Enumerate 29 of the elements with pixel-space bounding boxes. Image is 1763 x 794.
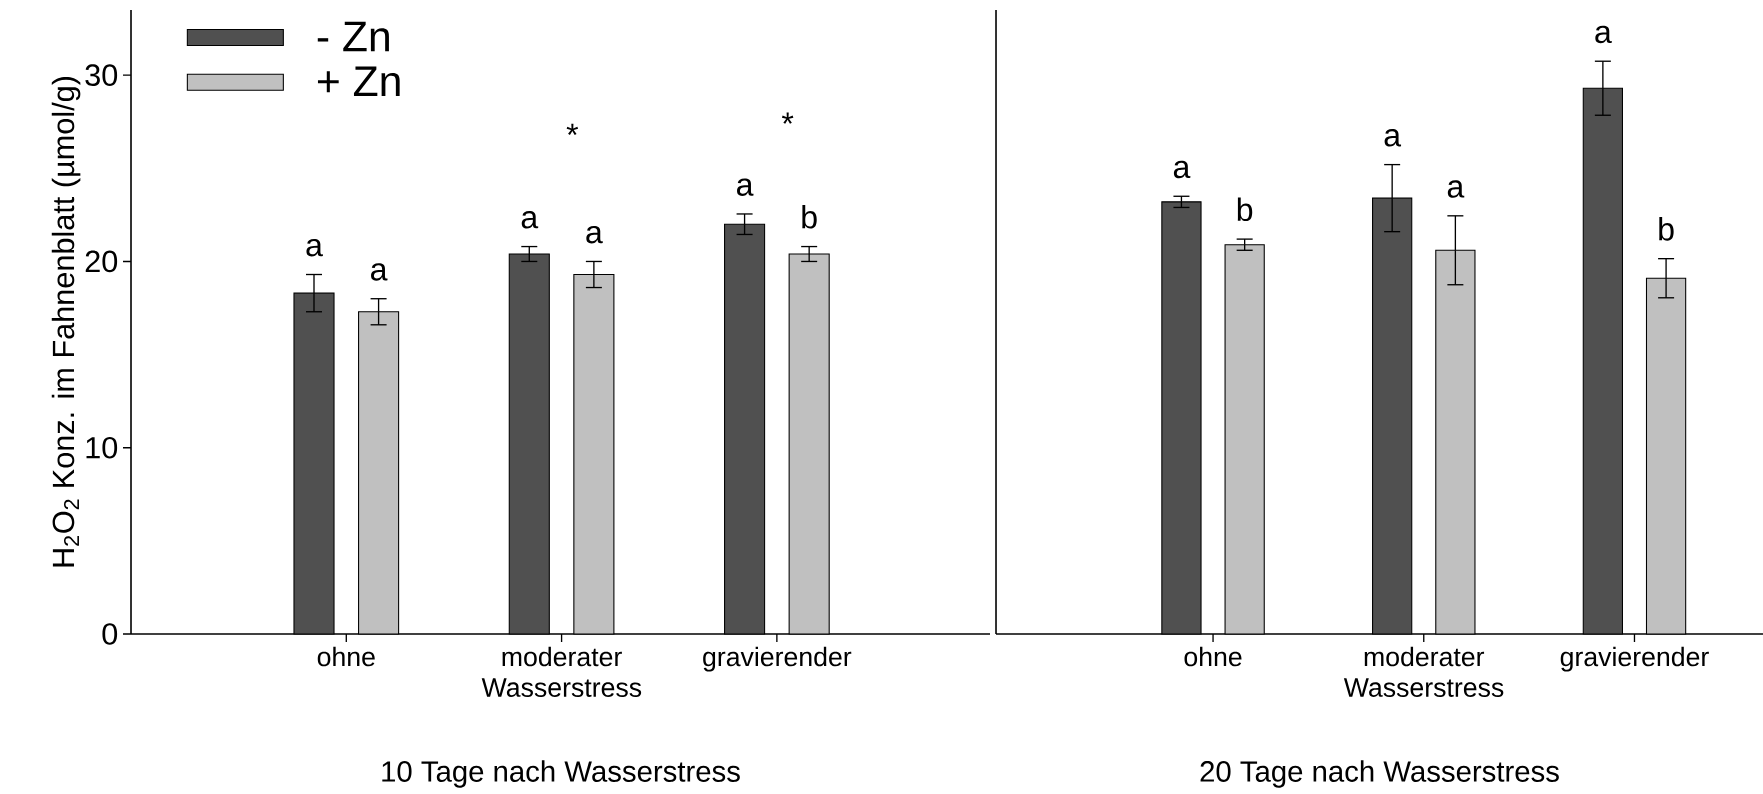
annotation: * [781, 112, 794, 124]
data-label: b [802, 205, 817, 229]
x-tick-label: gravierender [703, 646, 852, 672]
data-label: a [1384, 129, 1402, 147]
data-label: b [1237, 197, 1253, 222]
data-label: a [1447, 180, 1465, 198]
x-tick-label: ohne [1184, 646, 1242, 667]
x-tick-label: gravierender [1560, 646, 1709, 672]
data-label: a [371, 263, 388, 281]
legend-label: + Zn [317, 66, 400, 96]
data-label: a [1595, 25, 1612, 44]
x-tick-label: moderater Wasserstress [1343, 646, 1504, 697]
y-tick-label: 10 [86, 436, 118, 459]
y-tick-label: 30 [85, 64, 118, 87]
data-label: a [586, 225, 603, 244]
y-axis-title: H$_{2}$O$_{2}$ Konz. im Fahnenblatt (µmol/g) [51, 76, 81, 567]
x-axis-title: 10 Tage nach Wasserstress [382, 760, 740, 788]
y-tick-label: 0 [102, 623, 118, 645]
x-axis-title: 20 Tage nach Wasserstress [1200, 760, 1559, 788]
y-tick-label: 20 [85, 250, 118, 273]
annotation: * [566, 123, 579, 136]
data-label: a [306, 238, 323, 257]
legend-label: - Zn [317, 21, 389, 52]
x-tick-label: ohne [317, 646, 375, 667]
data-label: a [1173, 160, 1191, 179]
data-label: a [521, 210, 539, 229]
data-label: b [1659, 217, 1674, 241]
x-tick-label: moderater Wasserstress [481, 646, 642, 697]
data-label: a [737, 178, 754, 196]
